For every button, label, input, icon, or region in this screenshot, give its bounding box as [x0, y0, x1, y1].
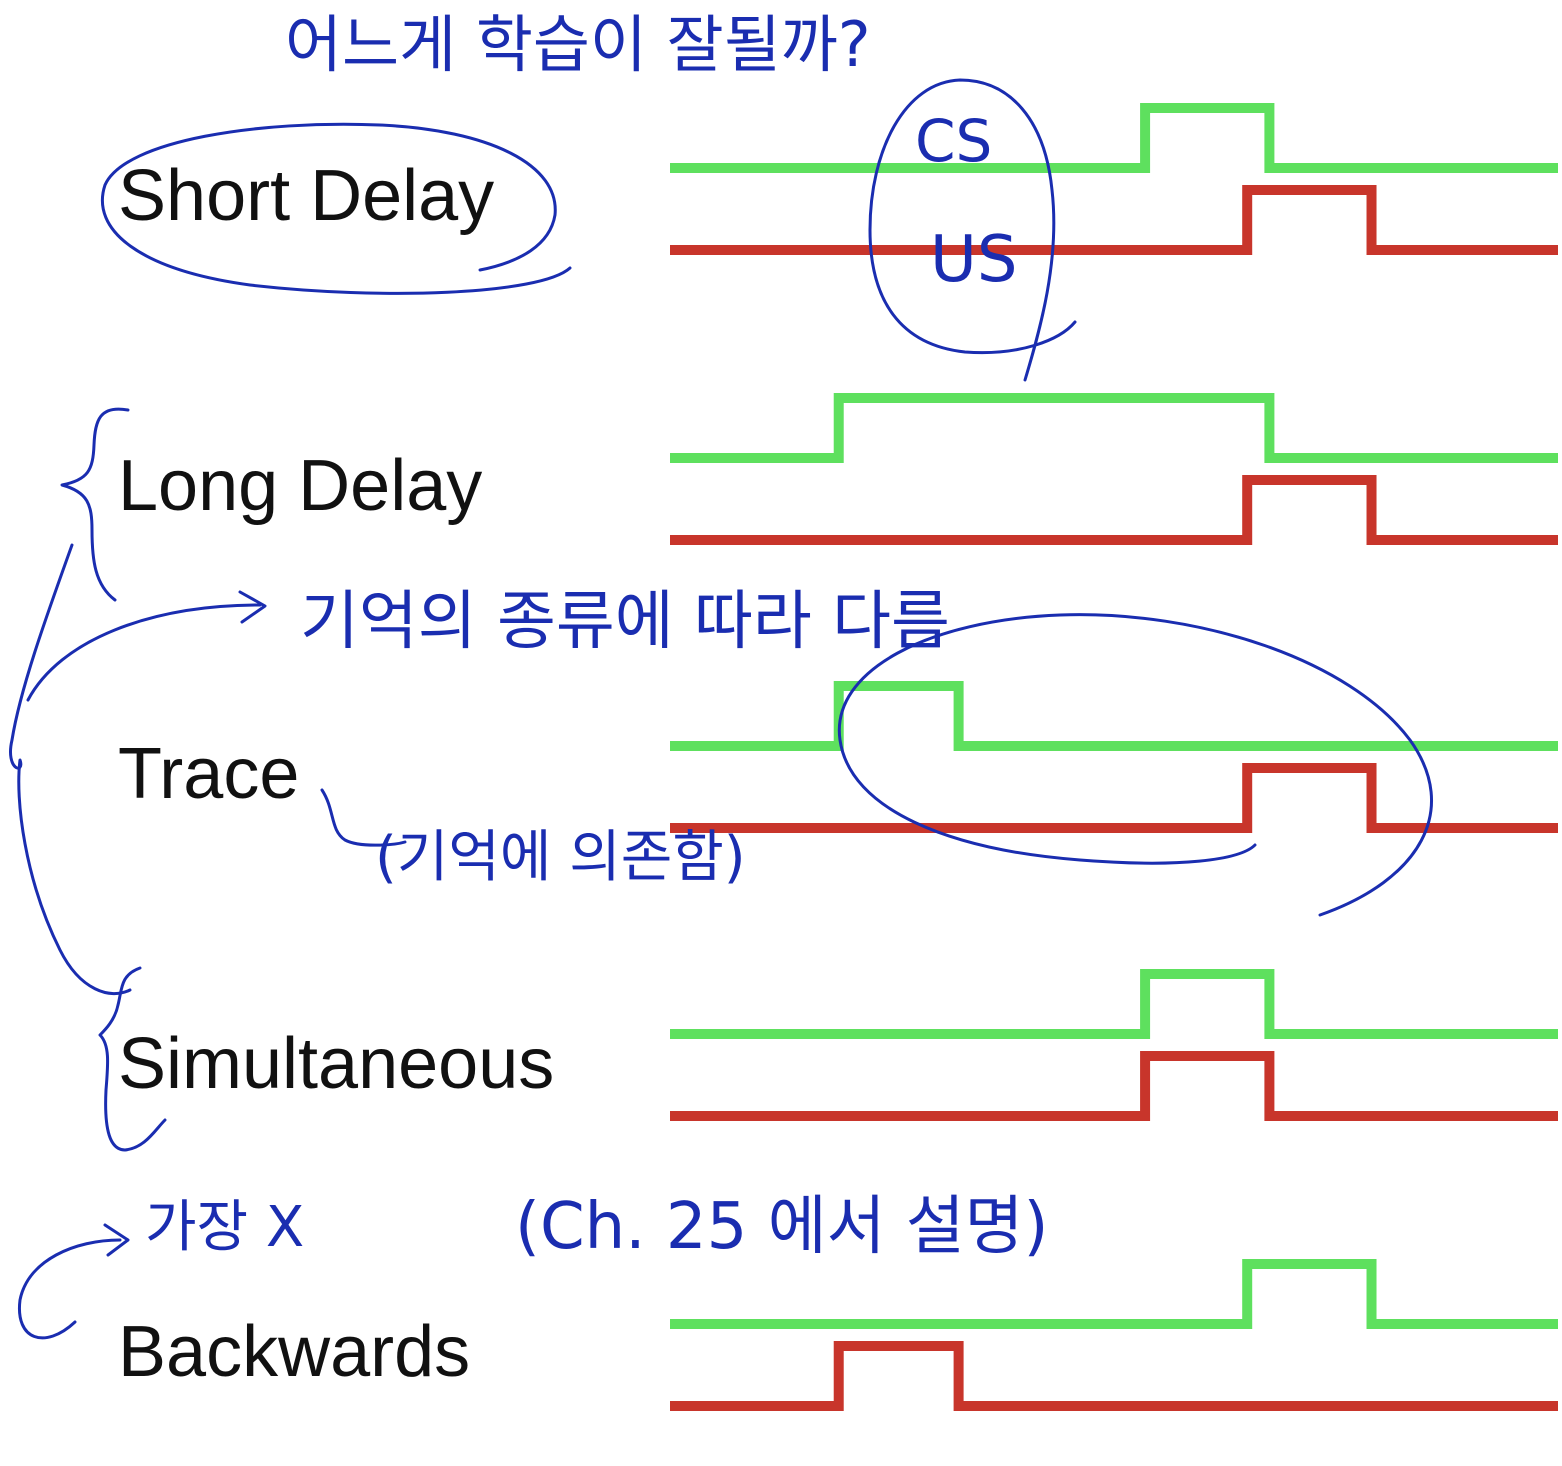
arrow-memory-stroke: [26, 603, 262, 702]
us-pulse-row-5: [670, 1341, 1558, 1411]
brace-simultaneous-stroke: [98, 966, 167, 1152]
us-pulse-row-3: [670, 763, 1558, 833]
note-top-question: 어느게 학습이 잘될까?: [285, 8, 871, 81]
circle-short-delay-stroke: [100, 122, 572, 295]
label-trace: Trace: [118, 734, 300, 814]
us-pulse-row-2: [670, 475, 1558, 545]
note-trace-depend: (기억에 의존함): [375, 825, 746, 890]
cs-pulse-row-3: [670, 681, 1558, 751]
cs-pulse-row-4: [670, 969, 1558, 1039]
note-cs-mark: CS: [915, 107, 993, 175]
loop-trace-stroke: [837, 613, 1434, 917]
cs-pulse-row-1: [670, 103, 1558, 173]
curve-left-stroke: [9, 543, 132, 996]
note-backwards-worst: 가장 X: [145, 1195, 305, 1260]
note-memory-type: 기억의 종류에 따라 다름: [300, 585, 950, 659]
us-pulse-row-4: [670, 1051, 1558, 1121]
label-long-delay: Long Delay: [118, 446, 483, 526]
label-backwards: Backwards: [118, 1312, 471, 1392]
hook-trace-stroke: [320, 788, 407, 847]
us-pulse-row-1: [670, 185, 1558, 255]
label-simultaneous: Simultaneous: [118, 1024, 555, 1104]
brace-long-delay-stroke: [60, 407, 130, 602]
cs-pulse-row-5: [670, 1259, 1558, 1329]
oval-cs-us-stroke: [868, 78, 1077, 382]
note-chapter-ref: (Ch. 25 에서 설명): [515, 1190, 1049, 1264]
note-us-mark: US: [930, 223, 1018, 297]
label-short-delay: Short Delay: [118, 156, 495, 236]
arrow-backwards-stroke: [17, 1238, 122, 1340]
cs-pulse-row-2: [670, 393, 1558, 463]
